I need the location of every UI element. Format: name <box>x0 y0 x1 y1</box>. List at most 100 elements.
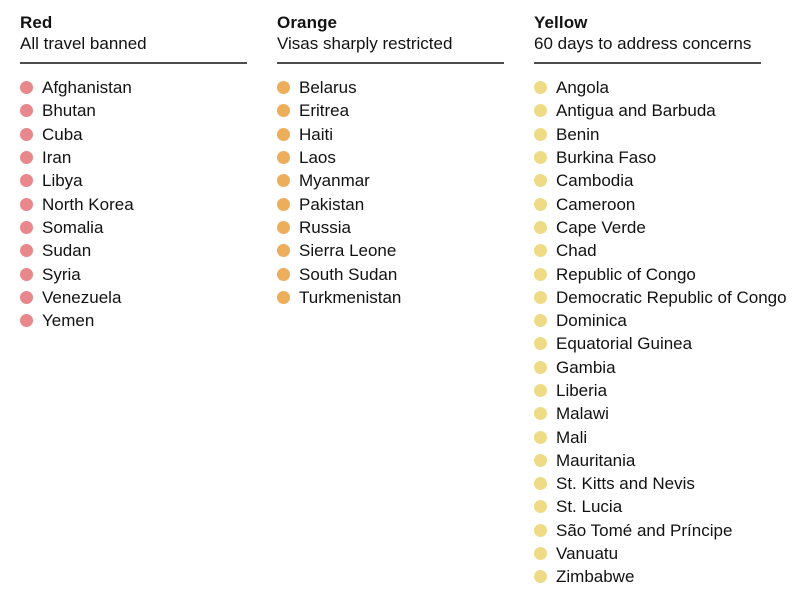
country-row-yellow: Liberia <box>534 379 761 402</box>
orange-dot-icon <box>277 290 290 304</box>
column-title-yellow: Yellow <box>534 13 588 32</box>
yellow-dot-icon <box>534 477 547 491</box>
country-list-yellow: Angola Antigua and Barbuda Benin Burkina Fa… <box>534 76 787 589</box>
country-row-red: Afghanistan <box>20 76 247 99</box>
yellow-dot-icon <box>534 453 547 467</box>
country-row-yellow: Mali <box>534 425 761 448</box>
country-label: Afghanistan <box>42 78 132 98</box>
column-orange: Orange Visas sharply restricted Belarus E… <box>277 13 504 598</box>
orange-dot-icon <box>277 174 290 188</box>
country-row-yellow: Cameroon <box>534 192 761 215</box>
country-label: Turkmenistan <box>299 287 402 307</box>
country-label: Equatorial Guinea <box>556 334 693 354</box>
country-label: Cape Verde <box>556 217 646 237</box>
country-row-yellow: Angola <box>534 76 761 99</box>
red-dot-icon <box>20 104 33 118</box>
country-row-orange: Turkmenistan <box>277 286 504 309</box>
country-row-yellow: Burkina Faso <box>534 146 761 169</box>
column-red: Red All travel banned Afghanistan Bhutan C… <box>20 13 247 598</box>
yellow-dot-icon <box>534 407 547 421</box>
country-row-yellow: Republic of Congo <box>534 262 761 285</box>
country-label: Haiti <box>299 124 334 144</box>
column-subtitle-orange: Visas sharply restricted <box>277 34 453 53</box>
red-dot-icon <box>20 127 33 141</box>
country-row-red: North Korea <box>20 192 247 215</box>
country-label: Zimbabwe <box>556 567 635 587</box>
country-label: North Korea <box>42 194 134 214</box>
country-row-red: Syria <box>20 262 247 285</box>
yellow-dot-icon <box>534 523 547 537</box>
yellow-dot-icon <box>534 220 547 234</box>
country-label: Myanmar <box>299 171 370 191</box>
orange-dot-icon <box>277 127 290 141</box>
country-label: Libya <box>42 171 83 191</box>
divider-yellow <box>534 62 761 64</box>
country-label: Gambia <box>556 357 616 377</box>
country-list-orange: Belarus Eritrea Haiti Laos Myanmar Pakistan Ru… <box>277 76 504 309</box>
country-row-orange: Pakistan <box>277 192 504 215</box>
country-label: Benin <box>556 124 600 144</box>
red-dot-icon <box>20 244 33 258</box>
country-label: Liberia <box>556 381 608 400</box>
country-label: Republic of Congo <box>556 264 696 284</box>
yellow-dot-icon <box>534 267 547 281</box>
red-dot-icon <box>20 81 33 95</box>
red-dot-icon <box>20 220 33 234</box>
country-label: Iran <box>42 148 72 168</box>
yellow-dot-icon <box>534 290 547 304</box>
yellow-dot-icon <box>534 81 547 95</box>
red-dot-icon <box>20 151 33 165</box>
yellow-dot-icon <box>534 337 547 351</box>
country-label: Antigua and Barbuda <box>556 101 716 121</box>
country-row-yellow: Malawi <box>534 402 761 425</box>
country-row-red: Bhutan <box>20 99 247 122</box>
yellow-dot-icon <box>534 384 547 397</box>
country-label: Burkina Faso <box>556 148 657 168</box>
divider-orange <box>277 62 504 64</box>
country-label: Eritrea <box>299 101 350 121</box>
column-subtitle-red: All travel banned <box>20 34 147 53</box>
country-row-orange: Sierra Leone <box>277 239 504 262</box>
country-row-yellow: Democratic Republic of Congo <box>534 286 787 309</box>
country-row-yellow: Equatorial Guinea <box>534 332 761 355</box>
country-row-yellow: Mauritania <box>534 449 761 472</box>
yellow-dot-icon <box>534 197 547 211</box>
red-dot-icon <box>20 197 33 211</box>
divider-red <box>20 62 247 64</box>
country-row-orange: South Sudan <box>277 262 504 285</box>
country-list-red: Afghanistan Bhutan Cuba Iran Libya North Kore… <box>20 76 247 332</box>
yellow-dot-icon <box>534 430 547 444</box>
country-label: Venezuela <box>42 287 122 307</box>
yellow-dot-icon <box>534 500 547 514</box>
country-label: South Sudan <box>299 264 398 284</box>
country-label: Cambodia <box>556 171 634 191</box>
country-label: Somalia <box>42 217 104 237</box>
country-label: St. Kitts and Nevis <box>556 474 695 494</box>
column-yellow: Yellow 60 days to address concerns Angol… <box>534 13 787 598</box>
red-dot-icon <box>20 314 33 328</box>
country-row-red: Iran <box>20 146 247 169</box>
orange-dot-icon <box>277 104 290 118</box>
country-row-orange: Laos <box>277 146 504 169</box>
country-row-yellow: Gambia <box>534 356 761 379</box>
column-title-orange: Orange <box>277 13 338 32</box>
orange-dot-icon <box>277 197 290 211</box>
country-label: Malawi <box>556 404 609 424</box>
country-label: Yemen <box>42 311 95 331</box>
country-row-yellow: Zimbabwe <box>534 565 761 588</box>
country-label: Cuba <box>42 124 83 144</box>
orange-dot-icon <box>277 81 290 95</box>
country-label: Angola <box>556 78 609 98</box>
country-row-yellow: Antigua and Barbuda <box>534 99 761 122</box>
country-label: Laos <box>299 148 336 168</box>
yellow-dot-icon <box>534 151 547 165</box>
country-row-red: Somalia <box>20 216 247 239</box>
country-row-yellow: Dominica <box>534 309 761 332</box>
country-row-yellow: Chad <box>534 239 761 262</box>
yellow-dot-icon <box>534 174 547 188</box>
country-label: Bhutan <box>42 101 96 121</box>
country-label: Democratic Republic of Congo <box>556 287 787 307</box>
country-label: St. Lucia <box>556 497 623 517</box>
country-label: São Tomé and Príncipe <box>556 520 733 540</box>
country-row-orange: Eritrea <box>277 99 504 122</box>
